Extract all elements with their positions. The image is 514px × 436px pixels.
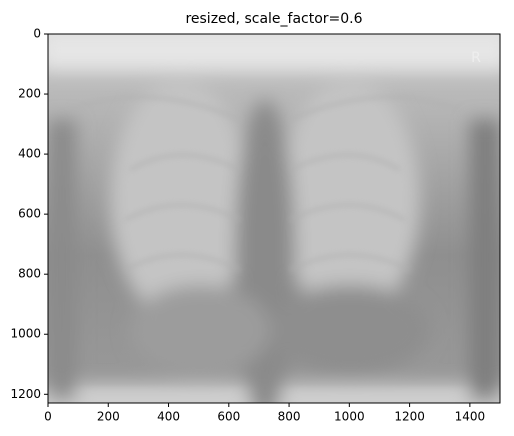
marker-icon: R (471, 50, 481, 66)
y-tick-label: 800 (18, 267, 41, 281)
x-tick-label: 1200 (394, 410, 425, 424)
y-tick-label: 0 (33, 27, 41, 41)
x-tick-label: 1000 (334, 410, 365, 424)
y-tick-label: 200 (18, 87, 41, 101)
y-tick-label: 1200 (10, 387, 41, 401)
x-tick-label: 200 (97, 410, 120, 424)
xray-image: R (48, 34, 500, 403)
x-tick-label: 0 (44, 410, 52, 424)
x-tick-label: 600 (217, 410, 240, 424)
y-tick-label: 1000 (10, 327, 41, 341)
chart-title: resized, scale_factor=0.6 (185, 11, 362, 27)
y-tick-label: 600 (18, 207, 41, 221)
x-tick-label: 1400 (455, 410, 486, 424)
axes-frame (47, 33, 501, 404)
x-tick-label: 800 (278, 410, 301, 424)
x-tick-label: 400 (157, 410, 180, 424)
y-tick-label: 400 (18, 147, 41, 161)
